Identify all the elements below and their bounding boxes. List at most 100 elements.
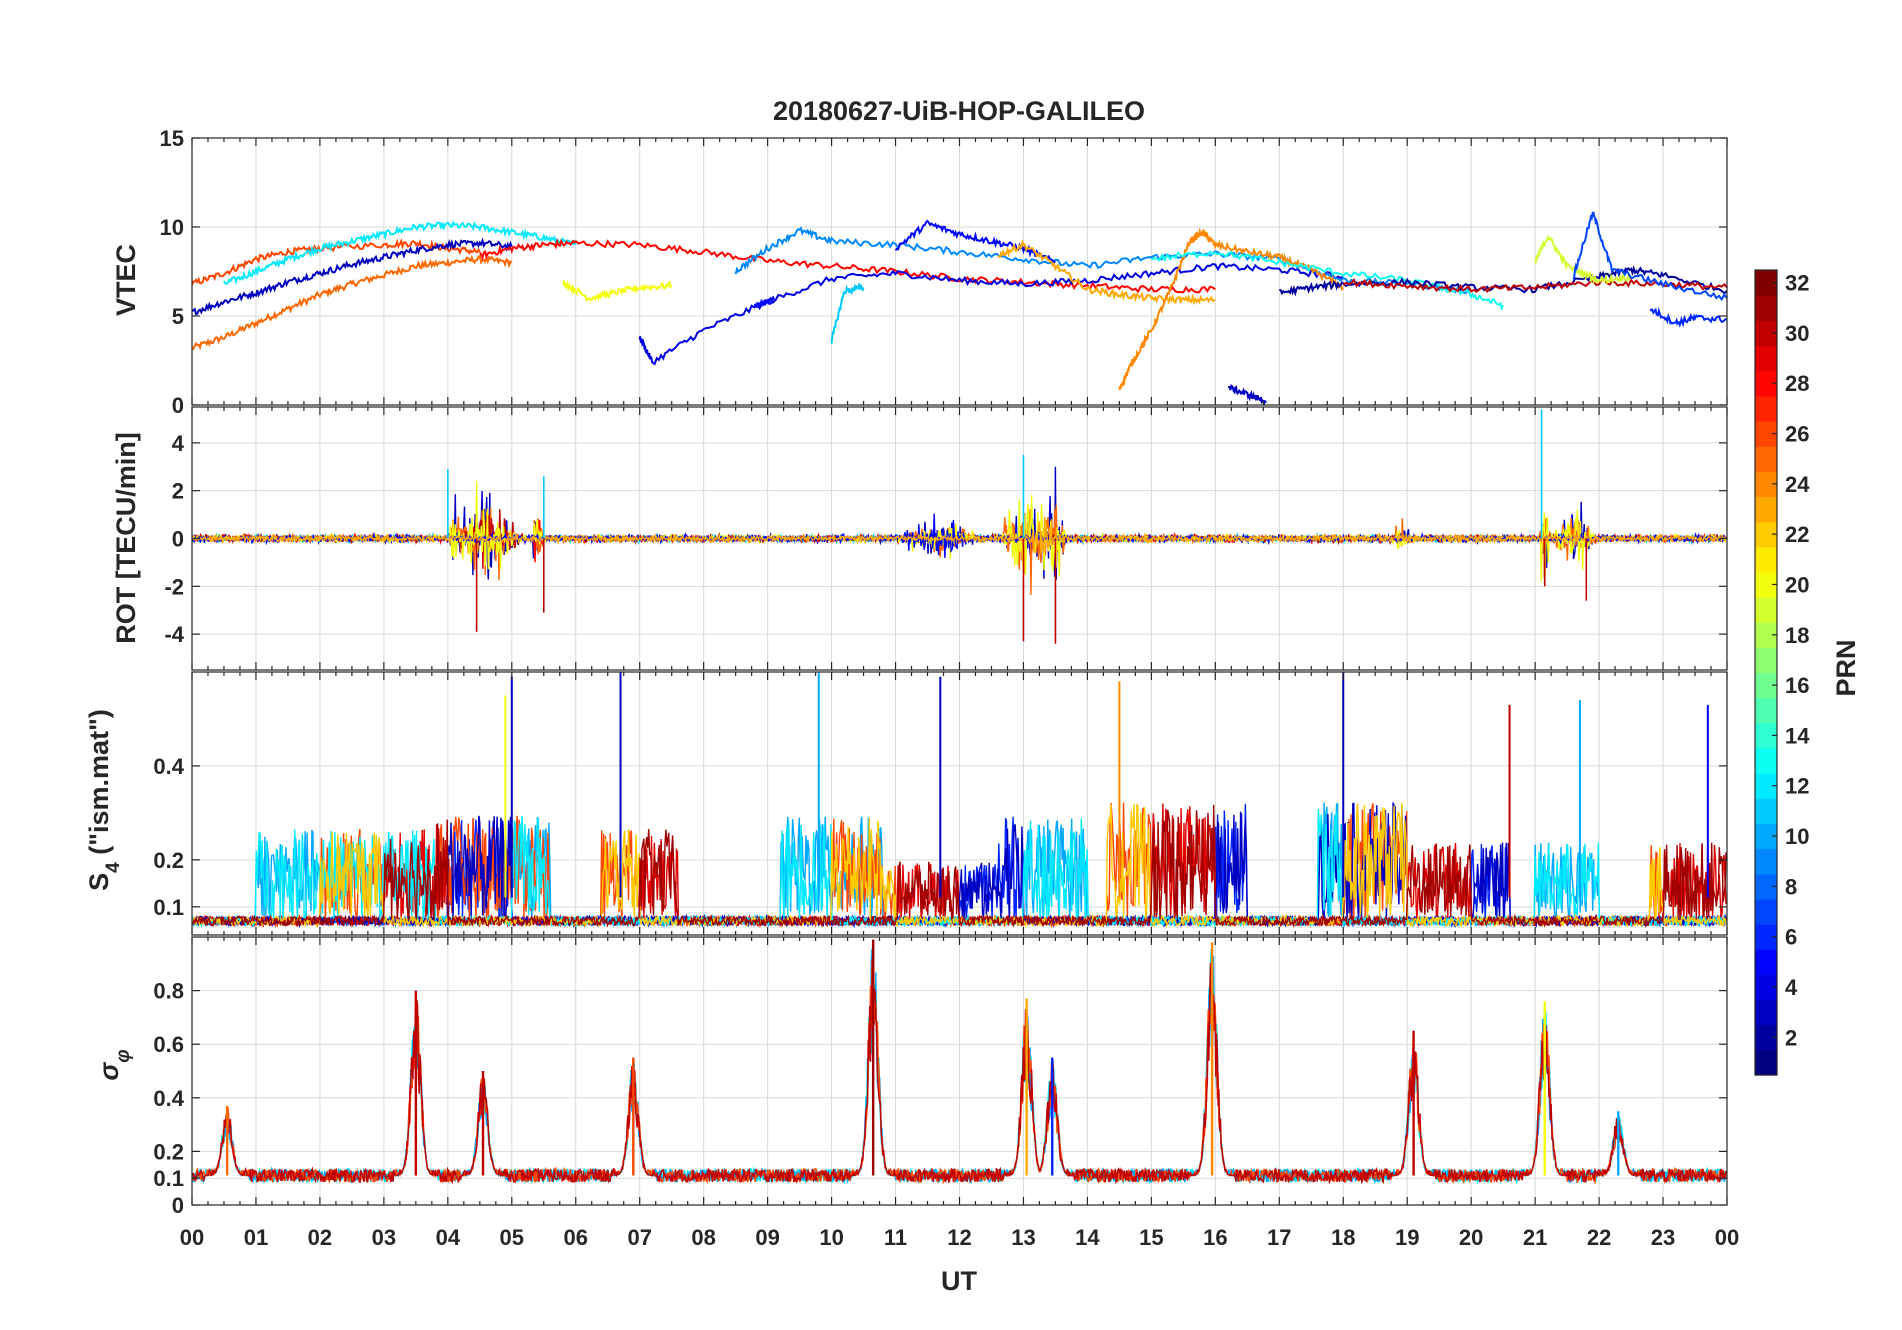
- y-tick-label: 0.1: [153, 895, 184, 920]
- vtec-series-prn-11: [830, 281, 865, 344]
- vtec-series-prn-2: [1279, 265, 1727, 297]
- vtec-series-prn-19: [1534, 235, 1632, 285]
- vtec-series-prn-13: [1150, 250, 1504, 311]
- vtec-series-prn-25: [192, 254, 513, 351]
- colorbar-swatch: [1755, 1024, 1777, 1051]
- x-tick-label: 19: [1395, 1225, 1419, 1250]
- x-tick-label: 10: [819, 1225, 843, 1250]
- colorbar-swatch: [1755, 370, 1777, 397]
- colorbar-label: PRN: [1831, 639, 1861, 696]
- colorbar-swatch: [1755, 672, 1777, 699]
- vtec-series-prn-12: [223, 220, 577, 285]
- colorbar-tick-label: 20: [1785, 572, 1809, 597]
- colorbar-swatch: [1755, 898, 1777, 925]
- x-tick-label: 01: [244, 1225, 268, 1250]
- x-tick-label: 21: [1523, 1225, 1547, 1250]
- colorbar-swatch: [1755, 622, 1777, 648]
- colorbar-swatch: [1755, 496, 1777, 523]
- colorbar-swatch: [1755, 798, 1777, 825]
- panel-sigma_phi: 00.10.2 0.4 0.6 0.8: [153, 936, 1728, 1218]
- colorbar-tick-label: 16: [1785, 673, 1809, 698]
- colorbar-tick-label: 22: [1785, 522, 1809, 547]
- y-tick-label: 2: [172, 479, 184, 504]
- x-tick-label: 17: [1267, 1225, 1291, 1250]
- x-tick-label: 08: [691, 1225, 715, 1250]
- x-tick-labels: 00 01 02 03 04 05 06 07 08 09 10 11 12 13 14 15 16 17 18 19…: [180, 1225, 1739, 1250]
- colorbar-frame: [1754, 269, 1778, 1076]
- colorbar-swatch: [1755, 1049, 1777, 1076]
- colorbar-tick-label: 32: [1785, 271, 1809, 296]
- colorbar-swatch: [1755, 974, 1777, 1001]
- colorbar-swatch: [1755, 722, 1777, 749]
- y-axis-label-sigma-phi: σφ: [94, 1049, 134, 1080]
- colorbar-swatch: [1755, 823, 1777, 850]
- colorbar-swatch: [1755, 949, 1777, 975]
- colorbar-swatch: [1755, 270, 1777, 296]
- y-tick-label: 0: [172, 1193, 184, 1218]
- y-tick-label: 0.4: [153, 1086, 184, 1111]
- colorbar-tick-label: 2: [1785, 1025, 1797, 1050]
- vtec-series-prn-5: [753, 295, 775, 309]
- x-tick-label: 18: [1331, 1225, 1355, 1250]
- colorbar-swatch: [1755, 320, 1777, 347]
- y-axis-label-rot: ROT [TECU/min]: [111, 432, 141, 643]
- colorbar-tick-label: 18: [1785, 623, 1809, 648]
- x-tick-label: 11: [884, 1225, 907, 1250]
- colorbar-swatch: [1755, 697, 1777, 724]
- colorbar-swatch: [1755, 597, 1777, 623]
- colorbar-swatch: [1755, 521, 1777, 548]
- vtec-series-prn-7: [1572, 211, 1727, 302]
- colorbar-swatch: [1755, 924, 1777, 950]
- panel-rot: -4 -2 0 2 4: [164, 406, 1728, 671]
- x-tick-label: 04: [436, 1225, 461, 1250]
- colorbar-swatch: [1755, 471, 1777, 498]
- colorbar-tick-label: 26: [1785, 422, 1809, 447]
- x-tick-label: 15: [1139, 1225, 1163, 1250]
- panel-rot-traces: [192, 409, 1727, 644]
- vtec-series-prn-3: [192, 237, 513, 316]
- colorbar-swatch: [1755, 999, 1777, 1026]
- x-tick-label: 00: [1715, 1225, 1739, 1250]
- x-axis-label: UT: [941, 1266, 977, 1296]
- y-axis-label-s4: S4 ("ism.mat"): [84, 709, 124, 891]
- y-tick-label: 0: [172, 527, 184, 552]
- y-axis-label-vtec: VTEC: [111, 244, 141, 316]
- colorbar-swatch: [1755, 571, 1777, 598]
- y-tick-label: 0.1: [153, 1166, 184, 1191]
- colorbar-swatch: [1755, 848, 1777, 875]
- x-tick-label: 06: [564, 1225, 588, 1250]
- x-tick-label: 09: [755, 1225, 779, 1250]
- x-tick-label: 14: [1075, 1225, 1100, 1250]
- x-tick-label: 13: [1011, 1225, 1035, 1250]
- y-tick-label: 0.2: [153, 848, 184, 873]
- colorbar-tick-label: 14: [1785, 723, 1810, 748]
- colorbar-swatch: [1755, 546, 1777, 573]
- y-tick-label: 15: [160, 126, 184, 151]
- x-tick-label: 03: [372, 1225, 396, 1250]
- colorbar-swatch: [1755, 747, 1777, 774]
- colorbar-tick-label: 24: [1785, 472, 1810, 497]
- x-tick-label: 07: [627, 1225, 651, 1250]
- panel-sigma_phi-traces: [192, 939, 1727, 1185]
- x-tick-label: 02: [308, 1225, 332, 1250]
- x-tick-label: 05: [500, 1225, 524, 1250]
- y-tick-label: 0.4: [153, 754, 184, 779]
- vtec-series-prn-24: [1118, 227, 1345, 391]
- sigma-series-prn-30: [192, 950, 1727, 1185]
- y-tick-label: 0: [172, 393, 184, 418]
- colorbar-swatch: [1755, 647, 1777, 674]
- y-tick-label: 5: [172, 304, 184, 329]
- sigma-series-prn-26: [192, 942, 1727, 1185]
- vtec-series-prn-20: [562, 279, 673, 302]
- colorbar-swatch: [1755, 295, 1777, 321]
- x-tick-label: 22: [1587, 1225, 1611, 1250]
- vtec-series-prn-28: [478, 237, 1216, 294]
- colorbar-swatch: [1755, 345, 1777, 372]
- y-tick-label: 0.8: [153, 979, 184, 1004]
- vtec-series-prn-6: [1649, 307, 1727, 328]
- y-tick-label: -2: [164, 574, 184, 599]
- panel-s4-traces: [192, 672, 1727, 929]
- x-tick-label: 23: [1651, 1225, 1675, 1250]
